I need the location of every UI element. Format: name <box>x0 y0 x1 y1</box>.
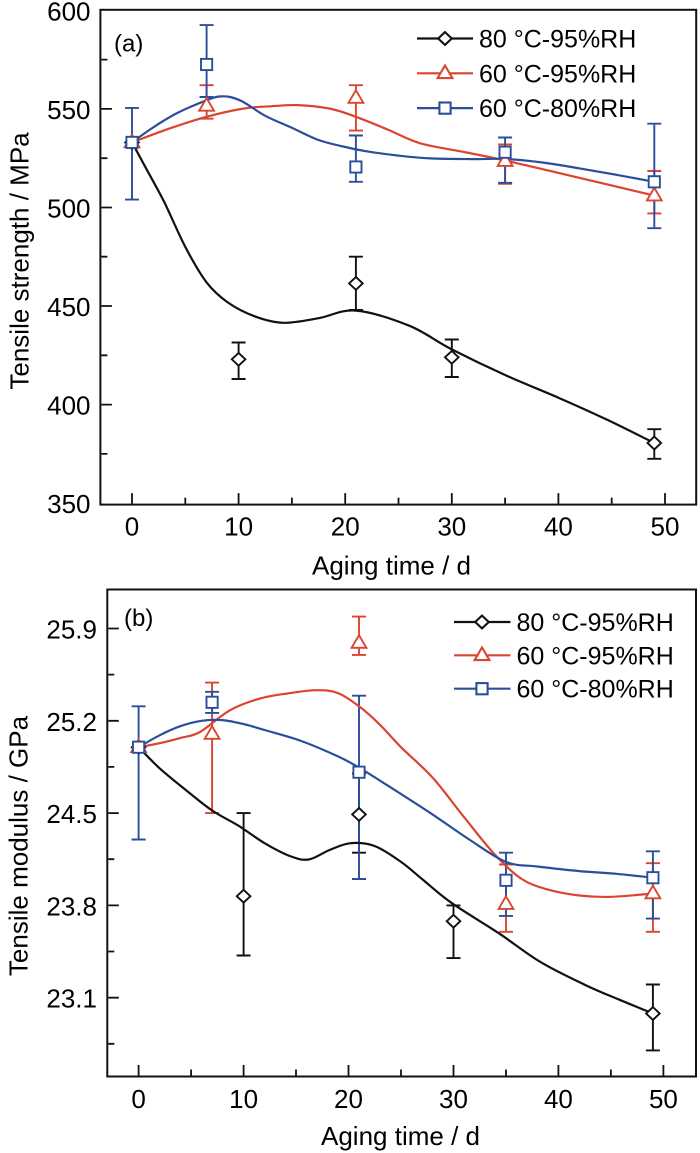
svg-text:Aging time / d: Aging time / d <box>312 551 471 581</box>
svg-text:600: 600 <box>47 0 90 26</box>
svg-text:(a): (a) <box>114 31 143 58</box>
svg-text:400: 400 <box>47 391 90 421</box>
svg-text:0: 0 <box>125 512 139 542</box>
svg-text:24.5: 24.5 <box>46 799 97 829</box>
svg-text:25.2: 25.2 <box>46 707 97 737</box>
svg-text:30: 30 <box>437 512 466 542</box>
svg-text:550: 550 <box>47 95 90 125</box>
svg-text:Aging time / d: Aging time / d <box>321 1121 480 1151</box>
svg-text:450: 450 <box>47 292 90 322</box>
svg-text:50: 50 <box>651 512 680 542</box>
svg-text:30: 30 <box>439 1084 468 1114</box>
svg-text:10: 10 <box>224 512 253 542</box>
svg-text:Tensile strength / MPa: Tensile strength / MPa <box>5 132 35 390</box>
svg-text:10: 10 <box>229 1084 258 1114</box>
svg-text:80 °C-95%RH: 80 °C-95%RH <box>479 26 636 54</box>
svg-text:40: 40 <box>544 1084 573 1114</box>
svg-text:60 °C-80%RH: 60 °C-80%RH <box>517 676 674 704</box>
svg-text:25.9: 25.9 <box>46 615 97 645</box>
svg-text:(b): (b) <box>124 605 153 632</box>
svg-text:Tensile modulus / GPa: Tensile modulus / GPa <box>4 715 34 976</box>
svg-text:80 °C-95%RH: 80 °C-95%RH <box>517 609 674 637</box>
svg-text:60 °C-95%RH: 60 °C-95%RH <box>479 60 636 88</box>
svg-text:23.8: 23.8 <box>46 891 97 921</box>
svg-text:23.1: 23.1 <box>46 984 97 1014</box>
svg-text:40: 40 <box>544 512 573 542</box>
svg-text:60 °C-80%RH: 60 °C-80%RH <box>479 95 636 123</box>
svg-text:60 °C-95%RH: 60 °C-95%RH <box>517 642 674 670</box>
svg-text:20: 20 <box>331 512 360 542</box>
svg-text:500: 500 <box>47 194 90 224</box>
svg-text:50: 50 <box>649 1084 678 1114</box>
svg-text:0: 0 <box>131 1084 145 1114</box>
svg-text:350: 350 <box>47 489 90 519</box>
svg-text:20: 20 <box>334 1084 363 1114</box>
